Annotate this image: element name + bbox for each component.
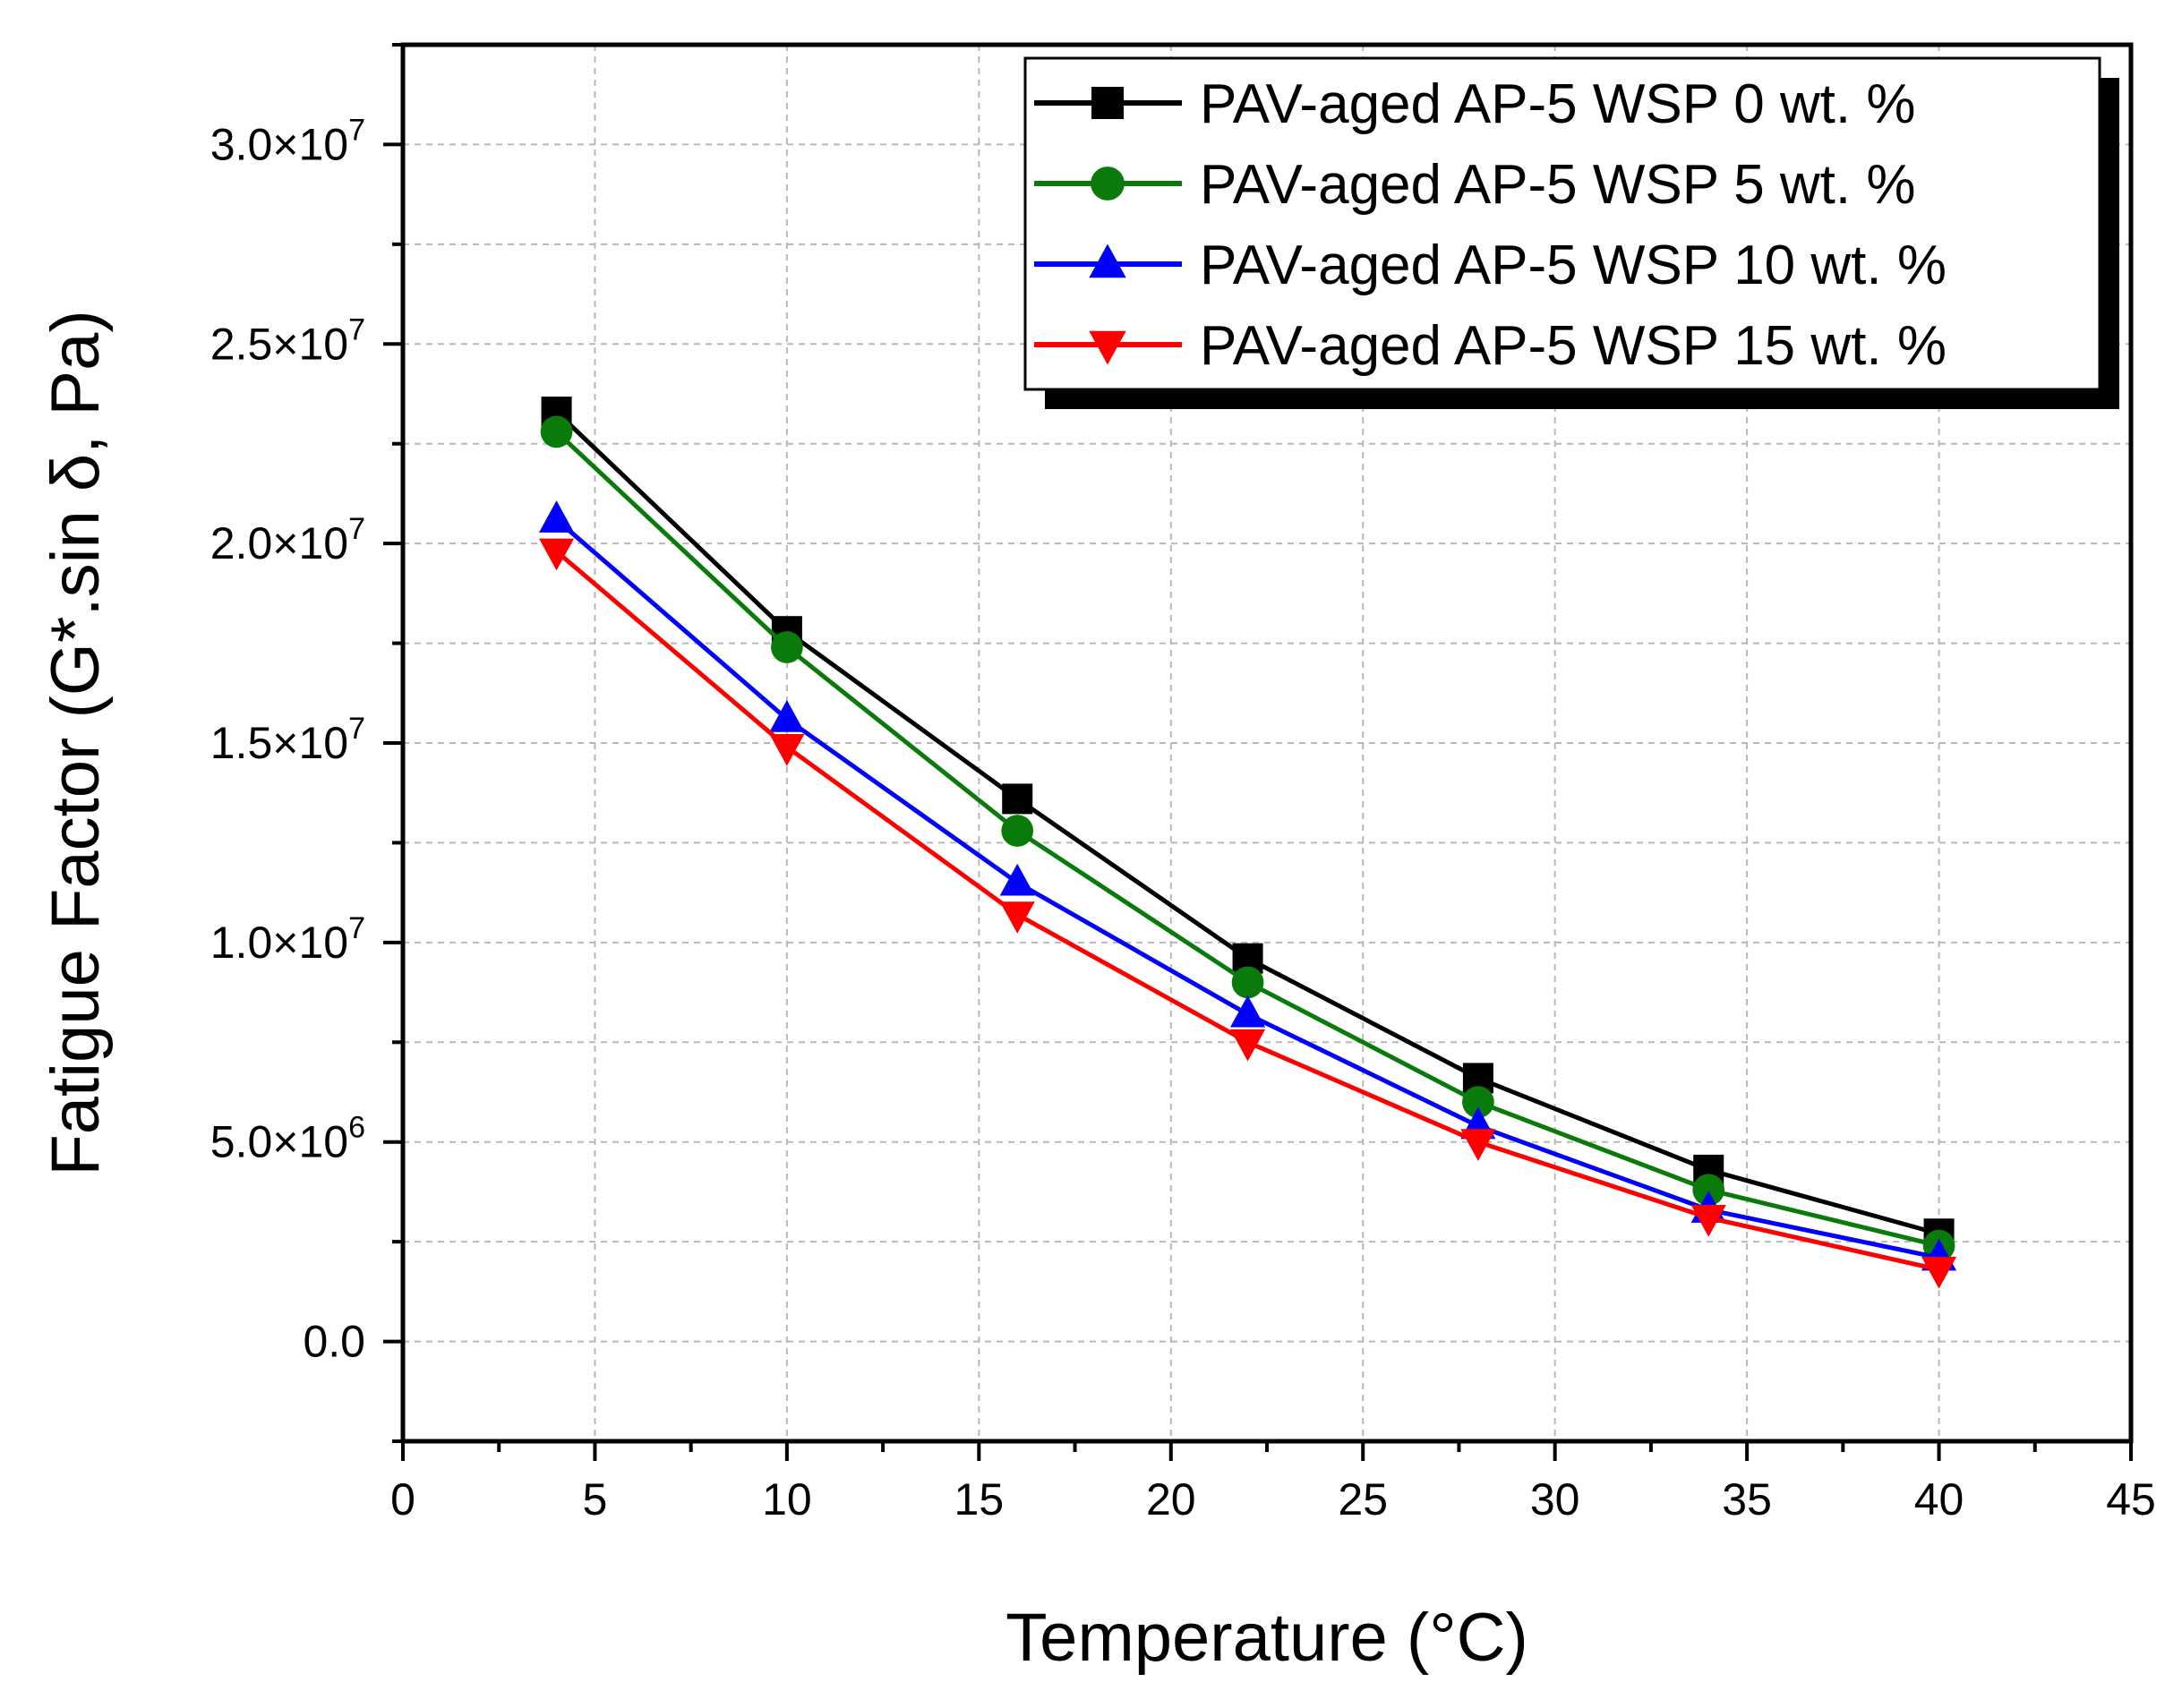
data-point-triangle-up xyxy=(1230,995,1266,1028)
y-tick-label: 0.0 xyxy=(303,1317,365,1367)
data-point-circle xyxy=(771,631,803,663)
y-tick-label: 2.5×107 xyxy=(210,312,365,369)
x-tick-label: 10 xyxy=(762,1474,812,1524)
data-point-triangle-down xyxy=(539,538,575,571)
series-line xyxy=(554,517,1940,1260)
y-tick-label: 1.0×107 xyxy=(210,911,365,968)
legend-label: PAV-aged AP-5 WSP 15 wt. % xyxy=(1200,315,1947,377)
data-point-triangle-down xyxy=(1089,330,1126,365)
legend-box xyxy=(1023,56,2101,391)
data-point-triangle-down xyxy=(769,734,805,766)
data-point-square xyxy=(1091,87,1124,119)
x-tick-label: 15 xyxy=(954,1474,1005,1524)
data-point-circle xyxy=(540,415,573,448)
axis-ticks: 0 5 10 15 20 25 30 35 40 45 0.0 5.0×106 1.0×107 1.5×1… xyxy=(210,43,2156,1524)
legend-label: PAV-aged AP-5 WSP 0 wt. % xyxy=(1200,73,1916,135)
legend-label: PAV-aged AP-5 WSP 5 wt. % xyxy=(1200,154,1916,216)
data-point-triangle-up xyxy=(769,700,805,732)
legend-label: PAV-aged AP-5 WSP 10 wt. % xyxy=(1200,235,1947,296)
x-tick-label: 30 xyxy=(1530,1474,1580,1524)
y-tick-label: 1.5×107 xyxy=(210,712,365,768)
y-tick-label: 5.0×106 xyxy=(210,1111,365,1167)
series-line xyxy=(554,410,1940,1236)
data-point-circle xyxy=(1231,966,1264,999)
data-point-triangle-up xyxy=(539,500,575,533)
data-point-circle xyxy=(1001,815,1034,847)
x-tick-label: 5 xyxy=(583,1474,608,1524)
data-point-triangle-down xyxy=(1460,1129,1496,1161)
y-tick-label: 2.0×107 xyxy=(210,512,365,568)
data-point-triangle-up xyxy=(1089,243,1126,278)
data-point-circle xyxy=(1692,1174,1725,1207)
data-point-circle xyxy=(1462,1086,1494,1118)
series-layer xyxy=(539,397,1957,1289)
data-point-triangle-up xyxy=(999,863,1035,896)
x-tick-label: 40 xyxy=(1914,1474,1964,1524)
series-group xyxy=(541,397,1955,1250)
x-tick-label: 0 xyxy=(390,1474,415,1524)
x-tick-label: 25 xyxy=(1338,1474,1388,1524)
data-point-triangle-down xyxy=(999,901,1035,934)
series-group xyxy=(539,538,1957,1289)
x-tick-label: 20 xyxy=(1146,1474,1196,1524)
series-line xyxy=(554,550,1940,1272)
x-tick-label: 45 xyxy=(2106,1474,2156,1524)
data-point-triangle-down xyxy=(1230,1029,1266,1062)
y-axis-title: Fatigue Factor (G*.sin δ, Pa) xyxy=(38,310,114,1175)
data-point-triangle-down xyxy=(1690,1204,1726,1237)
legend: PAV-aged AP-5 WSP 0 wt. % PAV-aged AP-5 W… xyxy=(1023,56,2119,409)
y-tick-label: 3.0×107 xyxy=(210,113,365,169)
data-point-triangle-down xyxy=(1921,1256,1957,1289)
series-line xyxy=(554,430,1940,1249)
data-point-circle xyxy=(1091,167,1125,201)
x-axis-title: Temperature (°C) xyxy=(1005,1600,1528,1676)
data-point-square xyxy=(1002,783,1033,815)
x-tick-label: 35 xyxy=(1722,1474,1772,1524)
